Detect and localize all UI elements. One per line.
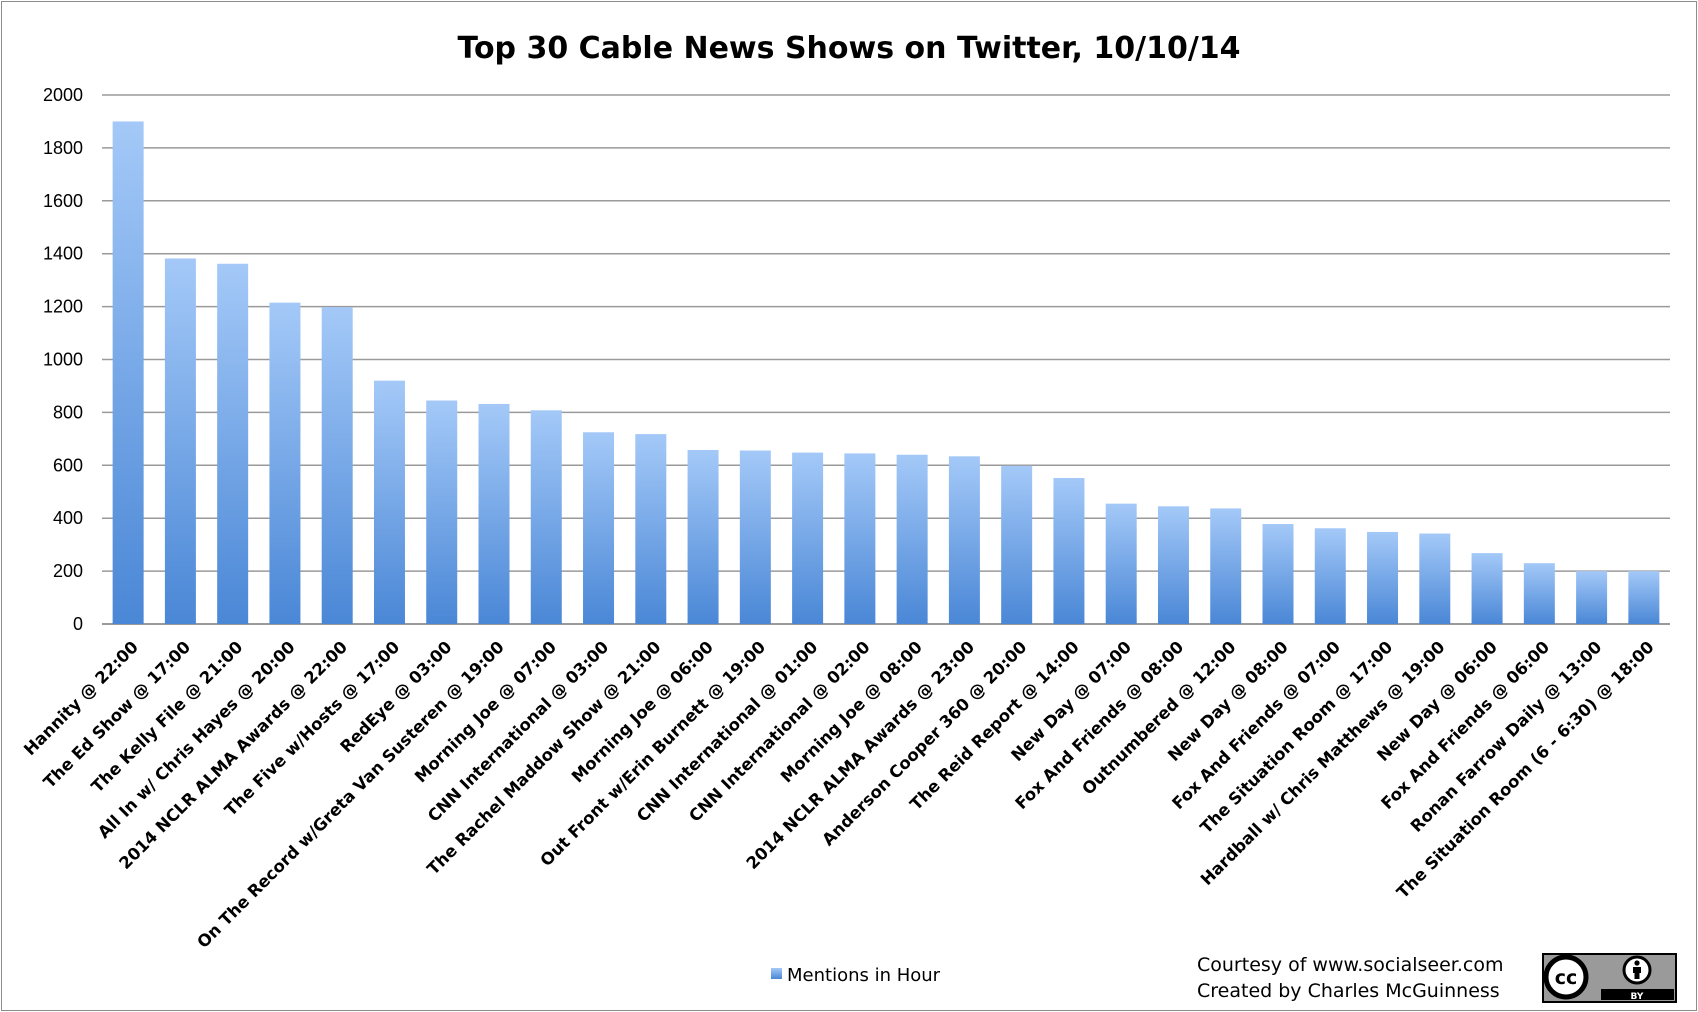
bar bbox=[1314, 528, 1346, 624]
legend-label: Mentions in Hour bbox=[787, 965, 941, 986]
bar bbox=[739, 450, 771, 624]
bar bbox=[583, 432, 615, 624]
bar bbox=[792, 452, 824, 624]
bar bbox=[1210, 508, 1242, 624]
credit-line-1: Courtesy of www.socialseer.com bbox=[1197, 954, 1503, 976]
bar bbox=[896, 454, 928, 624]
bar bbox=[1523, 563, 1555, 624]
bar bbox=[948, 456, 980, 624]
legend: Mentions in Hour bbox=[771, 965, 941, 986]
bar bbox=[321, 307, 353, 624]
bar bbox=[112, 121, 144, 624]
x-tick-label: The Situation Room @ 17:00 bbox=[1196, 637, 1396, 837]
credit-line-2: Created by Charles McGuinness bbox=[1197, 980, 1500, 1002]
y-tick-label: 1000 bbox=[43, 350, 83, 370]
bar bbox=[164, 258, 196, 624]
y-tick-label: 1400 bbox=[43, 244, 83, 264]
y-tick-label: 0 bbox=[73, 614, 83, 634]
cc-text: cc bbox=[1555, 967, 1578, 989]
bar bbox=[1576, 571, 1608, 624]
y-tick-label: 600 bbox=[53, 455, 83, 475]
y-tick-label: 800 bbox=[53, 402, 83, 422]
y-tick-label: 1200 bbox=[43, 297, 83, 317]
bar bbox=[426, 400, 458, 624]
legend-swatch bbox=[771, 968, 782, 979]
bar bbox=[269, 302, 301, 624]
bar bbox=[530, 410, 562, 624]
x-tick-label: Ronan Farrow Daily @ 13:00 bbox=[1407, 637, 1606, 836]
bar bbox=[478, 403, 510, 624]
bar bbox=[1105, 503, 1137, 624]
x-tick-label: Hardball w/ Chris Matthews @ 19:00 bbox=[1197, 637, 1449, 889]
x-tick-label: All In w/ Chris Hayes @ 20:00 bbox=[94, 637, 299, 842]
y-tick-label: 400 bbox=[53, 508, 83, 528]
y-tick-label: 200 bbox=[53, 561, 83, 581]
bar bbox=[844, 453, 876, 624]
bar bbox=[1001, 465, 1033, 624]
bar bbox=[1419, 533, 1451, 624]
y-axis: 0 200 400 600 800 1000 1200 1400 1600 1800 2000 bbox=[43, 85, 83, 634]
bar bbox=[1053, 477, 1085, 624]
credits: Courtesy of www.socialseer.com Created b… bbox=[1197, 954, 1503, 1002]
cc-by-icon: cc BY bbox=[1542, 953, 1677, 1003]
gridlines bbox=[102, 94, 1670, 625]
bar bbox=[1157, 506, 1189, 624]
bar bbox=[1471, 553, 1503, 624]
bar bbox=[1262, 524, 1294, 624]
bar bbox=[1367, 531, 1399, 624]
by-text: BY bbox=[1631, 992, 1644, 1002]
bar bbox=[373, 380, 405, 624]
bar bbox=[635, 434, 667, 624]
bars bbox=[112, 121, 1660, 624]
bar bbox=[687, 449, 719, 624]
y-tick-label: 1800 bbox=[43, 138, 83, 158]
y-tick-label: 1600 bbox=[43, 191, 83, 211]
chart-title: Top 30 Cable News Shows on Twitter, 10/1… bbox=[457, 31, 1240, 66]
bar bbox=[217, 263, 249, 624]
bar bbox=[1628, 571, 1660, 624]
y-tick-label: 2000 bbox=[43, 85, 83, 105]
